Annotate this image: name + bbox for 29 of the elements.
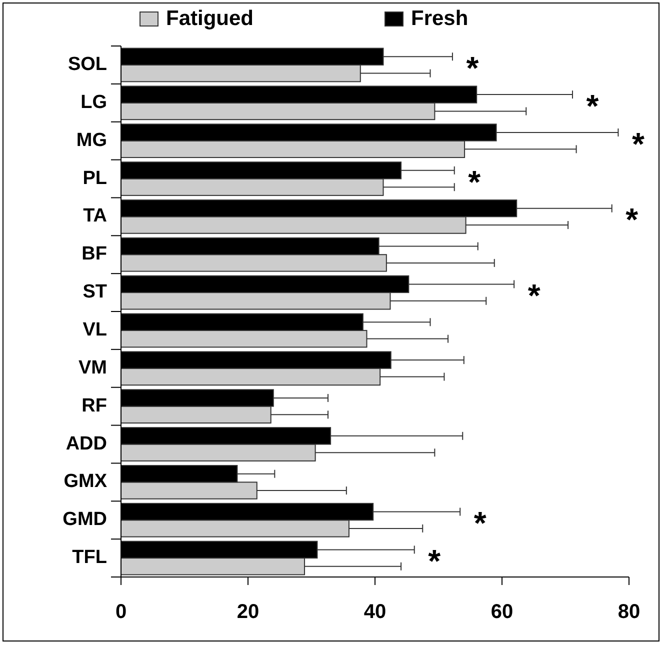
x-tick-label: 80 <box>618 601 640 623</box>
annotation: * <box>626 202 639 238</box>
annotation: * <box>468 164 482 200</box>
annotation: * <box>466 50 480 86</box>
y-tick-label: GMD <box>62 509 107 530</box>
y-tick-label: LG <box>80 92 107 113</box>
y-tick-label: BF <box>82 244 107 265</box>
y-tick-label: RF <box>82 395 107 416</box>
y-tick-label: VM <box>78 357 107 378</box>
y-tick-label: TA <box>83 206 108 227</box>
legend-label: Fatigued <box>166 7 254 30</box>
y-tick-label: ADD <box>66 433 107 454</box>
annotation: * <box>474 505 487 542</box>
x-tick-label: 20 <box>236 601 260 623</box>
text: * <box>632 126 645 162</box>
y-tick-label: TFL <box>72 547 108 568</box>
annotation: * <box>428 543 442 580</box>
x-tick-label: 0 <box>115 601 127 623</box>
annotation: * <box>528 278 541 314</box>
legend-label: Fresh <box>411 7 468 30</box>
annotation: * <box>586 88 600 124</box>
x-tick-label: 60 <box>490 601 514 623</box>
y-tick-label: SOL <box>68 54 108 75</box>
y-tick-label: ST <box>82 282 108 303</box>
y-tick-label: PL <box>82 168 108 189</box>
y-tick-label: VL <box>82 319 108 340</box>
y-tick-label: GMX <box>64 471 108 492</box>
x-tick-label: 40 <box>364 601 386 623</box>
y-tick-label: MG <box>76 130 107 151</box>
